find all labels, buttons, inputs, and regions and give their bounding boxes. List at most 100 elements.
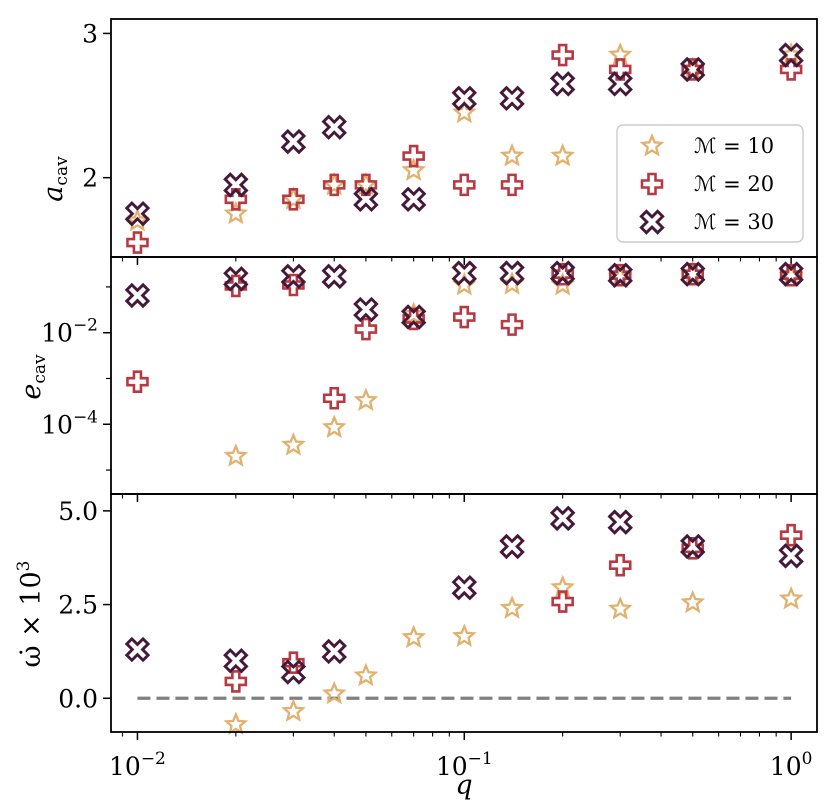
point-top-M20-1 [224, 188, 248, 211]
ytick-label-2-0: 0.0 [58, 684, 98, 713]
point-middle-M10-1 [281, 432, 306, 456]
point-bottom-M20-1 [282, 651, 305, 674]
point-middle-M10-0 [223, 443, 249, 467]
panel-omegadot: ω̇ × 103 q 0.0 2.5 5.0 10−2 10−1 100 [14, 493, 818, 801]
point-bottom-M10-3 [353, 662, 379, 687]
point-middle-M30-5 [400, 304, 427, 330]
legend-label-m20: ℳ = 20 [694, 172, 774, 196]
point-top-M10-2 [281, 186, 306, 210]
point-top-M30-7 [499, 85, 525, 112]
point-bottom-M10-5 [451, 623, 477, 647]
point-top-M30-3 [321, 114, 347, 140]
xlabel-q: q [455, 770, 472, 801]
point-top-M30-5 [400, 186, 427, 213]
xtick-label-0: 10−2 [109, 749, 166, 781]
legend-box [616, 124, 804, 243]
point-middle-M30-7 [499, 260, 525, 286]
point-top-M30-6 [451, 85, 478, 112]
point-bottom-M10-1 [281, 698, 306, 722]
point-top-M20-2 [282, 188, 305, 211]
point-bottom-M10-7 [550, 574, 576, 599]
point-top-M10-7 [499, 143, 525, 167]
point-bottom-M10-4 [401, 624, 427, 649]
point-bottom-M30-2 [280, 659, 307, 685]
point-middle-M20-7 [500, 313, 524, 336]
point-top-M20-5 [402, 144, 425, 168]
point-bottom-M30-5 [499, 533, 525, 560]
point-bottom-M30-0 [124, 636, 151, 663]
point-bottom-M20-3 [608, 553, 632, 577]
point-top-M10-6 [451, 99, 477, 124]
point-middle-M30-10 [680, 261, 706, 287]
point-bottom-M10-10 [778, 585, 804, 610]
point-bottom-M10-2 [321, 680, 347, 705]
point-middle-M20-5 [402, 307, 425, 331]
point-bottom-M20-2 [551, 590, 574, 613]
axes-frame-middle [110, 256, 818, 495]
point-top-M30-2 [280, 128, 307, 155]
ytick-label-2-1: 2.5 [58, 591, 98, 620]
ytick-label-0-0: 2 [82, 164, 98, 193]
point-middle-M10-2 [321, 414, 347, 439]
point-middle-M30-8 [549, 260, 576, 286]
point-top-M10-3 [321, 171, 347, 196]
point-middle-M20-11 [779, 263, 803, 287]
point-middle-M30-11 [778, 261, 804, 287]
point-middle-M30-6 [451, 260, 478, 286]
legend-marker-M20 [640, 172, 664, 196]
point-top-M20-0 [126, 231, 149, 254]
point-top-M30-11 [778, 42, 804, 68]
point-bottom-M30-6 [549, 505, 576, 532]
point-middle-M20-0 [126, 370, 149, 394]
point-middle-M30-9 [607, 262, 633, 288]
point-bottom-M10-8 [607, 596, 633, 620]
point-top-M30-10 [680, 56, 706, 83]
ytick-label-1-0: 10−2 [41, 316, 98, 348]
point-bottom-M30-9 [778, 543, 804, 569]
point-bottom-M30-4 [451, 574, 478, 601]
legend-marker-M10 [639, 133, 665, 157]
point-top-M10-8 [550, 143, 576, 167]
point-top-M30-4 [353, 186, 379, 213]
point-top-M20-9 [608, 58, 632, 81]
point-bottom-M20-5 [779, 523, 803, 547]
point-top-M20-11 [779, 58, 803, 81]
point-top-M30-0 [124, 200, 151, 227]
axes-frame-bottom [110, 493, 818, 733]
point-middle-M20-8 [551, 262, 574, 286]
point-top-M30-1 [223, 172, 249, 198]
legend: ℳ = 10 ℳ = 20 ℳ = 30 [616, 124, 804, 243]
xtick-label-2: 100 [770, 749, 813, 781]
point-bottom-M10-0 [223, 711, 249, 736]
ylabel-omegadot: ω̇ × 103 [14, 561, 47, 668]
xtick-label-1: 10−1 [436, 749, 493, 781]
legend-marker-M30 [639, 209, 665, 235]
point-bottom-M30-7 [607, 509, 633, 535]
point-top-M10-5 [401, 157, 427, 181]
legend-label-m10: ℳ = 10 [694, 134, 774, 158]
point-top-M10-1 [223, 200, 249, 225]
point-middle-M20-6 [452, 305, 476, 329]
point-middle-M30-4 [353, 296, 379, 323]
point-middle-M10-4 [401, 301, 427, 325]
point-bottom-M10-6 [499, 595, 525, 619]
point-top-M20-4 [354, 173, 378, 197]
point-middle-M10-3 [353, 387, 379, 412]
point-top-M20-8 [551, 43, 574, 67]
point-middle-M20-4 [354, 317, 378, 341]
point-bottom-M30-3 [321, 638, 347, 665]
point-middle-M30-2 [280, 263, 307, 290]
ylabel-acav: acav [38, 156, 72, 202]
point-top-M20-7 [500, 173, 524, 197]
point-top-M30-9 [607, 71, 633, 97]
ytick-label-0-1: 3 [82, 19, 98, 48]
point-middle-M30-1 [223, 266, 249, 292]
point-top-M20-6 [452, 173, 476, 197]
point-middle-M20-3 [322, 386, 346, 410]
point-bottom-M20-4 [681, 537, 705, 560]
point-top-M20-3 [322, 173, 346, 197]
point-middle-M30-3 [321, 263, 347, 290]
point-top-M30-8 [549, 71, 576, 97]
point-middle-M30-0 [124, 282, 151, 309]
ytick-label-1-1: 10−4 [41, 407, 98, 439]
